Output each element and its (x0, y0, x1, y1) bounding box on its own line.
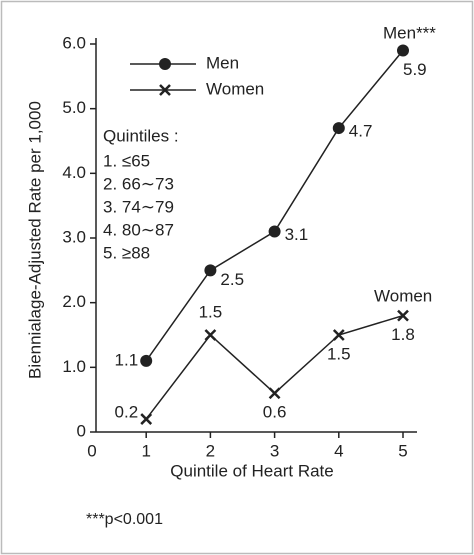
y-tick-label: 3.0 (62, 227, 86, 246)
y-tick-label: 2.0 (62, 292, 86, 311)
quintile-item: 5. ≥88 (103, 243, 150, 262)
legend-marker (159, 58, 171, 70)
y-tick-label: 5.0 (62, 98, 86, 117)
data-label: 1.5 (327, 344, 351, 363)
marker (268, 387, 281, 400)
y-tick-label: 0 (77, 421, 86, 440)
quintile-item: 4. 80∼87 (103, 220, 174, 239)
marker (204, 264, 217, 277)
x-tick-label: 3 (270, 441, 279, 460)
legend-label: Women (206, 79, 264, 98)
data-label: 1.1 (115, 350, 139, 369)
quintile-item: 2. 66∼73 (103, 174, 174, 193)
quintiles-title: Quintiles : (103, 126, 179, 145)
x-tick-label: 2 (206, 441, 215, 460)
y-tick-label: 1.0 (62, 357, 86, 376)
data-label: 5.9 (403, 60, 427, 79)
x-axis-title: Quintile of Heart Rate (170, 461, 333, 480)
data-label: 1.8 (391, 325, 415, 344)
marker (332, 329, 345, 341)
marker (397, 309, 409, 322)
marker (140, 354, 153, 367)
marker (204, 329, 217, 341)
data-label: 1.5 (199, 302, 223, 321)
data-label: 4.7 (349, 122, 373, 141)
y-axis-title: Biennialage-Adjusted Rate per 1,000 (25, 101, 44, 379)
x-tick-label: 5 (398, 441, 407, 460)
quintile-item: 3. 74∼79 (103, 197, 174, 216)
footnote: ***p<0.001 (86, 511, 163, 528)
legend-label: Men (206, 53, 239, 72)
x-tick-label: 4 (334, 441, 343, 460)
marker (140, 413, 153, 425)
data-label: 2.5 (220, 270, 244, 289)
legend-marker (159, 84, 171, 96)
marker (268, 225, 281, 238)
y-tick-label: 6.0 (62, 33, 86, 52)
data-label: 0.6 (263, 403, 287, 422)
annotation: Women (374, 286, 432, 305)
annotation: Men*** (383, 23, 436, 42)
marker (397, 44, 409, 57)
data-label: 0.2 (115, 403, 139, 422)
x-tick-label: 1 (141, 441, 150, 460)
y-tick-label: 4.0 (62, 163, 86, 182)
x-tick-label: 0 (87, 441, 96, 460)
quintile-item: 1. ≤65 (103, 151, 150, 170)
marker (332, 122, 345, 135)
data-label: 3.1 (285, 225, 309, 244)
